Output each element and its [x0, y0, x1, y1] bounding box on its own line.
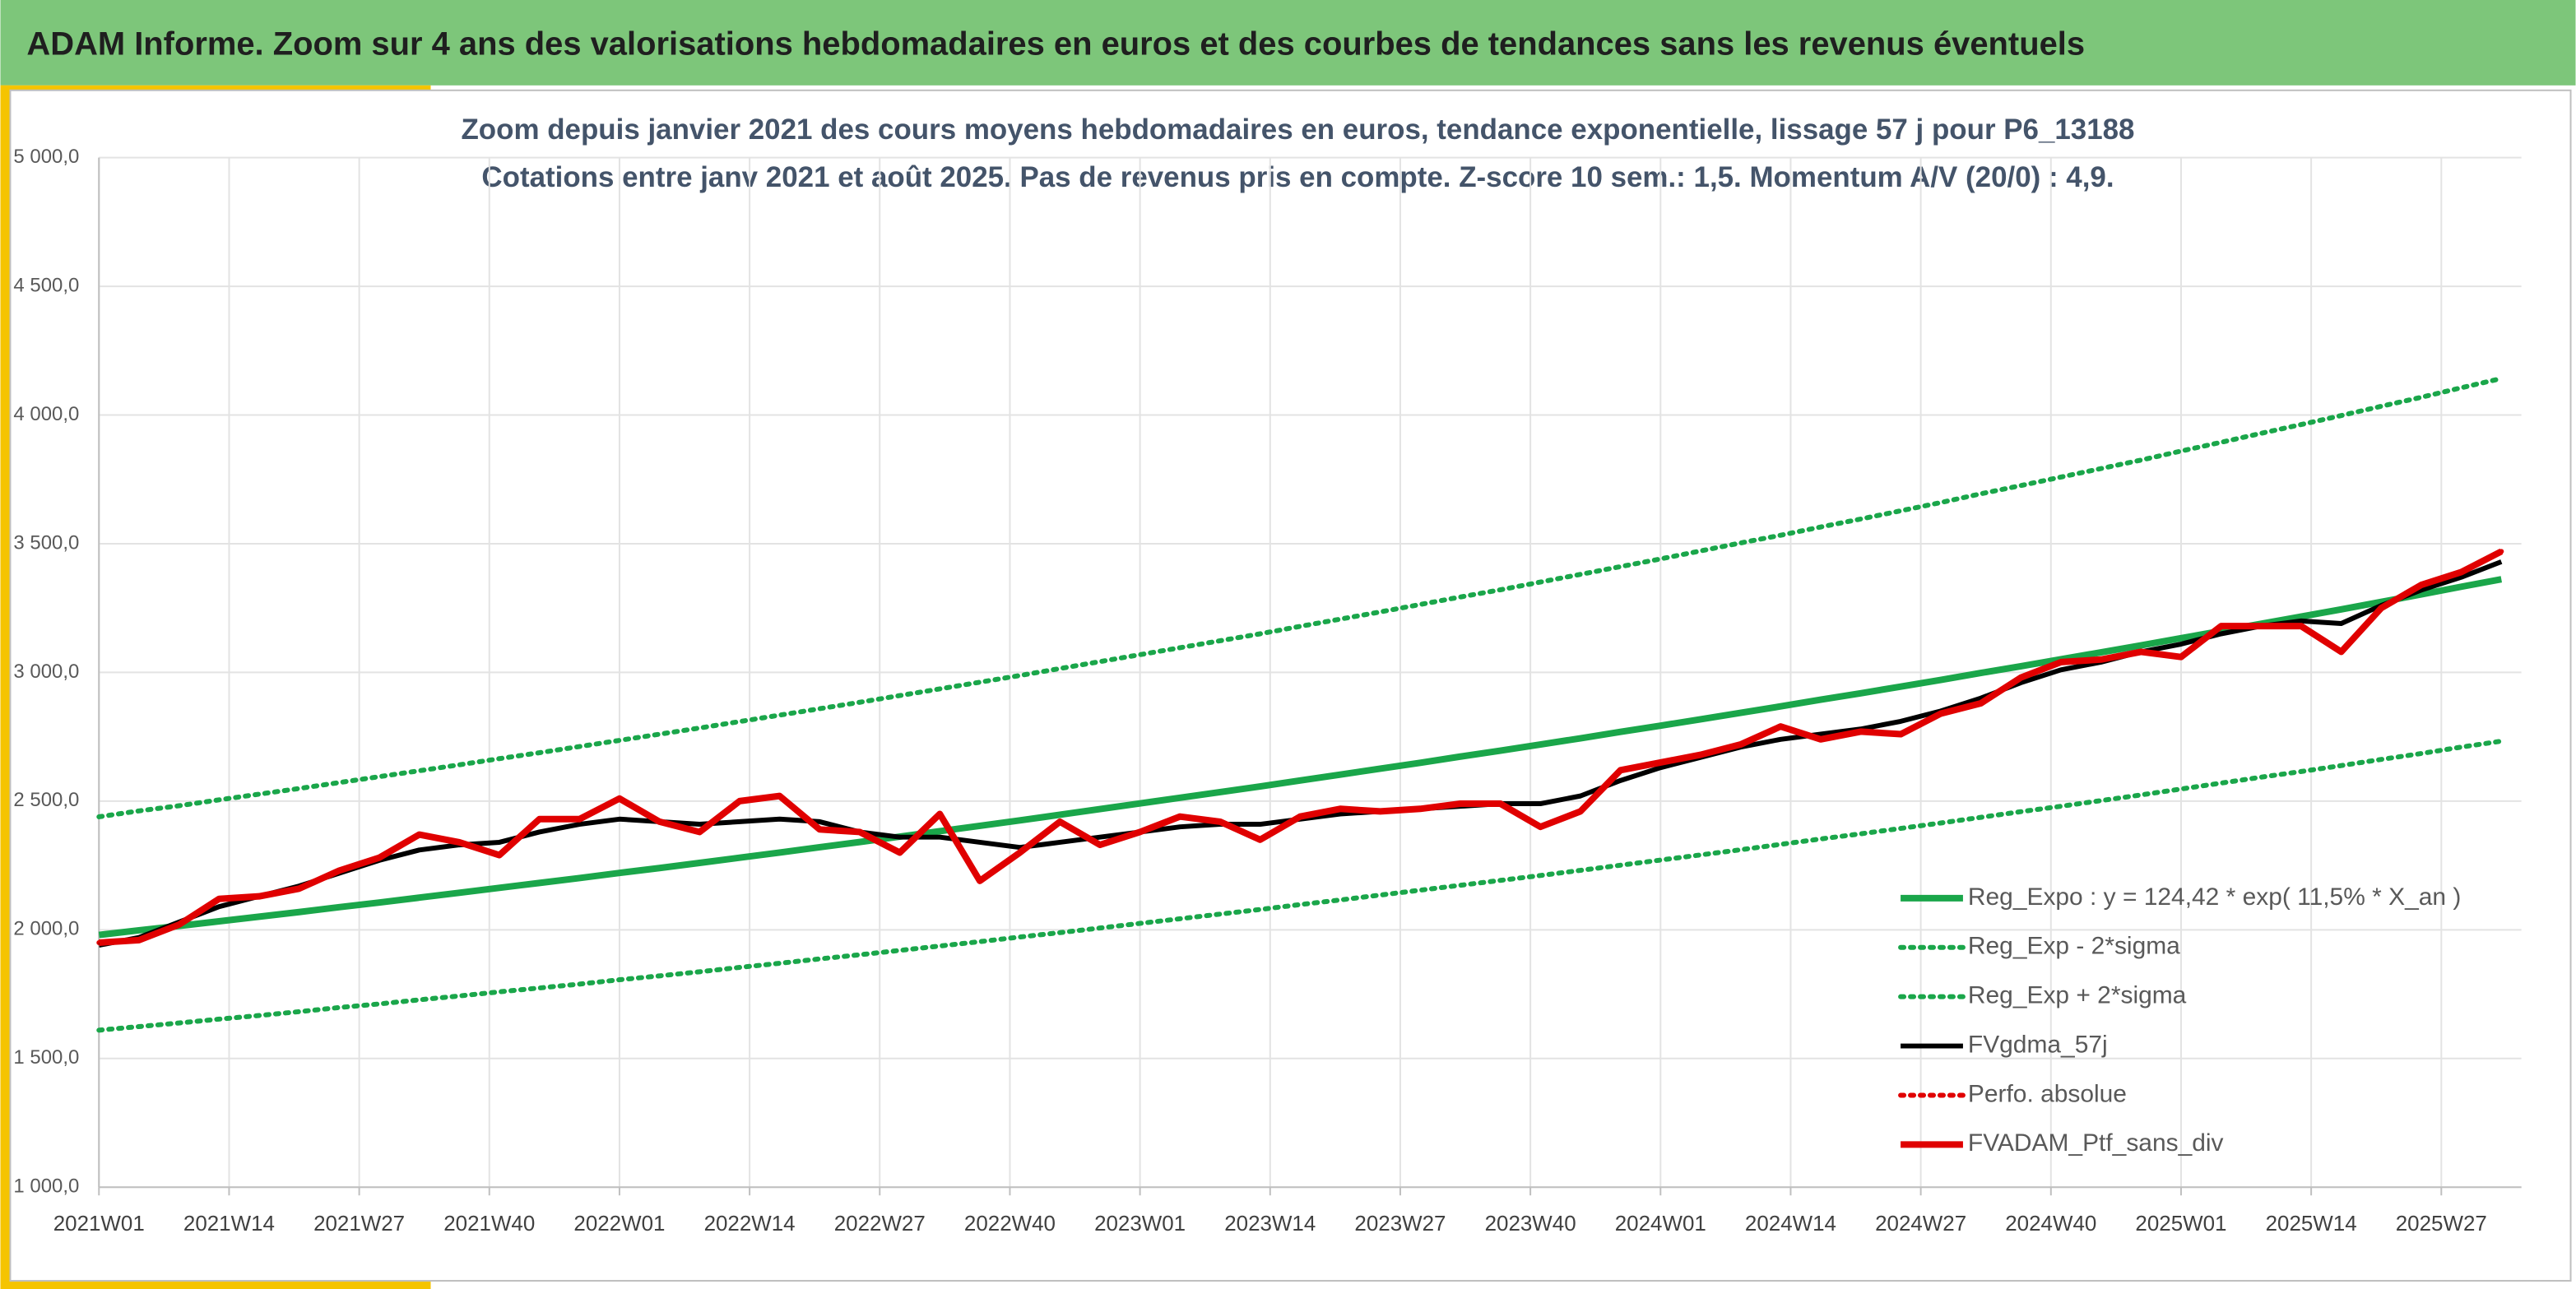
y-tick-label: 1 500,0 — [13, 1046, 79, 1069]
legend: Reg_Expo : y = 124,42 * exp( 11,5% * X_a… — [1898, 883, 2461, 1157]
x-tick-label: 2022W14 — [704, 1212, 796, 1236]
plot — [96, 376, 2504, 1033]
y-tick-label: 2 500,0 — [13, 789, 79, 811]
y-tick-label: 4 500,0 — [13, 274, 79, 296]
grid: 1 000,0 1 500,0 2 000,0 2 500,0 3 000,0 3 500… — [13, 146, 2522, 1236]
chart-subtitle: Cotations entre janv 2021 et août 2025. … — [481, 161, 2114, 193]
y-tick-label: 2 000,0 — [13, 918, 79, 940]
x-tick-label: 2021W40 — [443, 1212, 535, 1236]
x-tick-label: 2025W14 — [2266, 1212, 2357, 1236]
y-tick-label: 5 000,0 — [13, 146, 79, 168]
series-line — [98, 576, 2503, 939]
x-tick-label: 2023W27 — [1354, 1212, 1446, 1236]
x-tick-label: 2023W01 — [1094, 1212, 1186, 1236]
header-bar — [0, 0, 2576, 86]
x-tick-label: 2022W40 — [964, 1212, 1056, 1236]
chart-title: Zoom depuis janvier 2021 des cours moyen… — [461, 114, 2134, 146]
x-tick-label: 2022W01 — [573, 1212, 665, 1236]
x-tick-label: 2025W27 — [2396, 1212, 2487, 1236]
y-tick-label: 4 000,0 — [13, 403, 79, 425]
x-tick-label: 2024W27 — [1875, 1212, 1966, 1236]
x-tick-label: 2023W14 — [1224, 1212, 1316, 1236]
y-tick-label: 3 500,0 — [13, 531, 79, 554]
x-tick-label: 2021W27 — [313, 1212, 405, 1236]
x-tick-label: 2023W40 — [1485, 1212, 1576, 1236]
legend-label: Perfo. absolue — [1968, 1080, 2127, 1107]
y-tick-label: 3 000,0 — [13, 661, 79, 683]
x-tick-label: 2021W01 — [53, 1212, 145, 1236]
accent — [0, 1281, 431, 1289]
y-tick-label: 1 000,0 — [13, 1175, 79, 1198]
accent — [0, 85, 431, 90]
legend-label: Reg_Expo : y = 124,42 * exp( 11,5% * X_a… — [1968, 883, 2461, 911]
x-tick-label: 2022W27 — [834, 1212, 926, 1236]
header-title: ADAM Informe. Zoom sur 4 ans des valoris… — [26, 26, 2085, 62]
legend-label: Reg_Exp - 2*sigma — [1968, 933, 2180, 960]
x-tick-label: 2024W14 — [1745, 1212, 1836, 1236]
x-tick-label: 2025W01 — [2135, 1212, 2226, 1236]
legend-label: Reg_Exp + 2*sigma — [1968, 982, 2187, 1009]
x-tick-label: 2021W14 — [183, 1212, 275, 1236]
x-tick-label: 2024W01 — [1615, 1212, 1706, 1236]
legend-label: FVADAM_Ptf_sans_div — [1968, 1129, 2224, 1157]
series-line — [99, 548, 2504, 946]
accent — [0, 85, 11, 1289]
legend-label: FVgdma_57j — [1968, 1031, 2108, 1058]
series-line — [96, 376, 2504, 819]
chart-frame — [9, 89, 2572, 1282]
series-line — [96, 738, 2504, 1033]
x-tick-label: 2024W40 — [2005, 1212, 2096, 1236]
